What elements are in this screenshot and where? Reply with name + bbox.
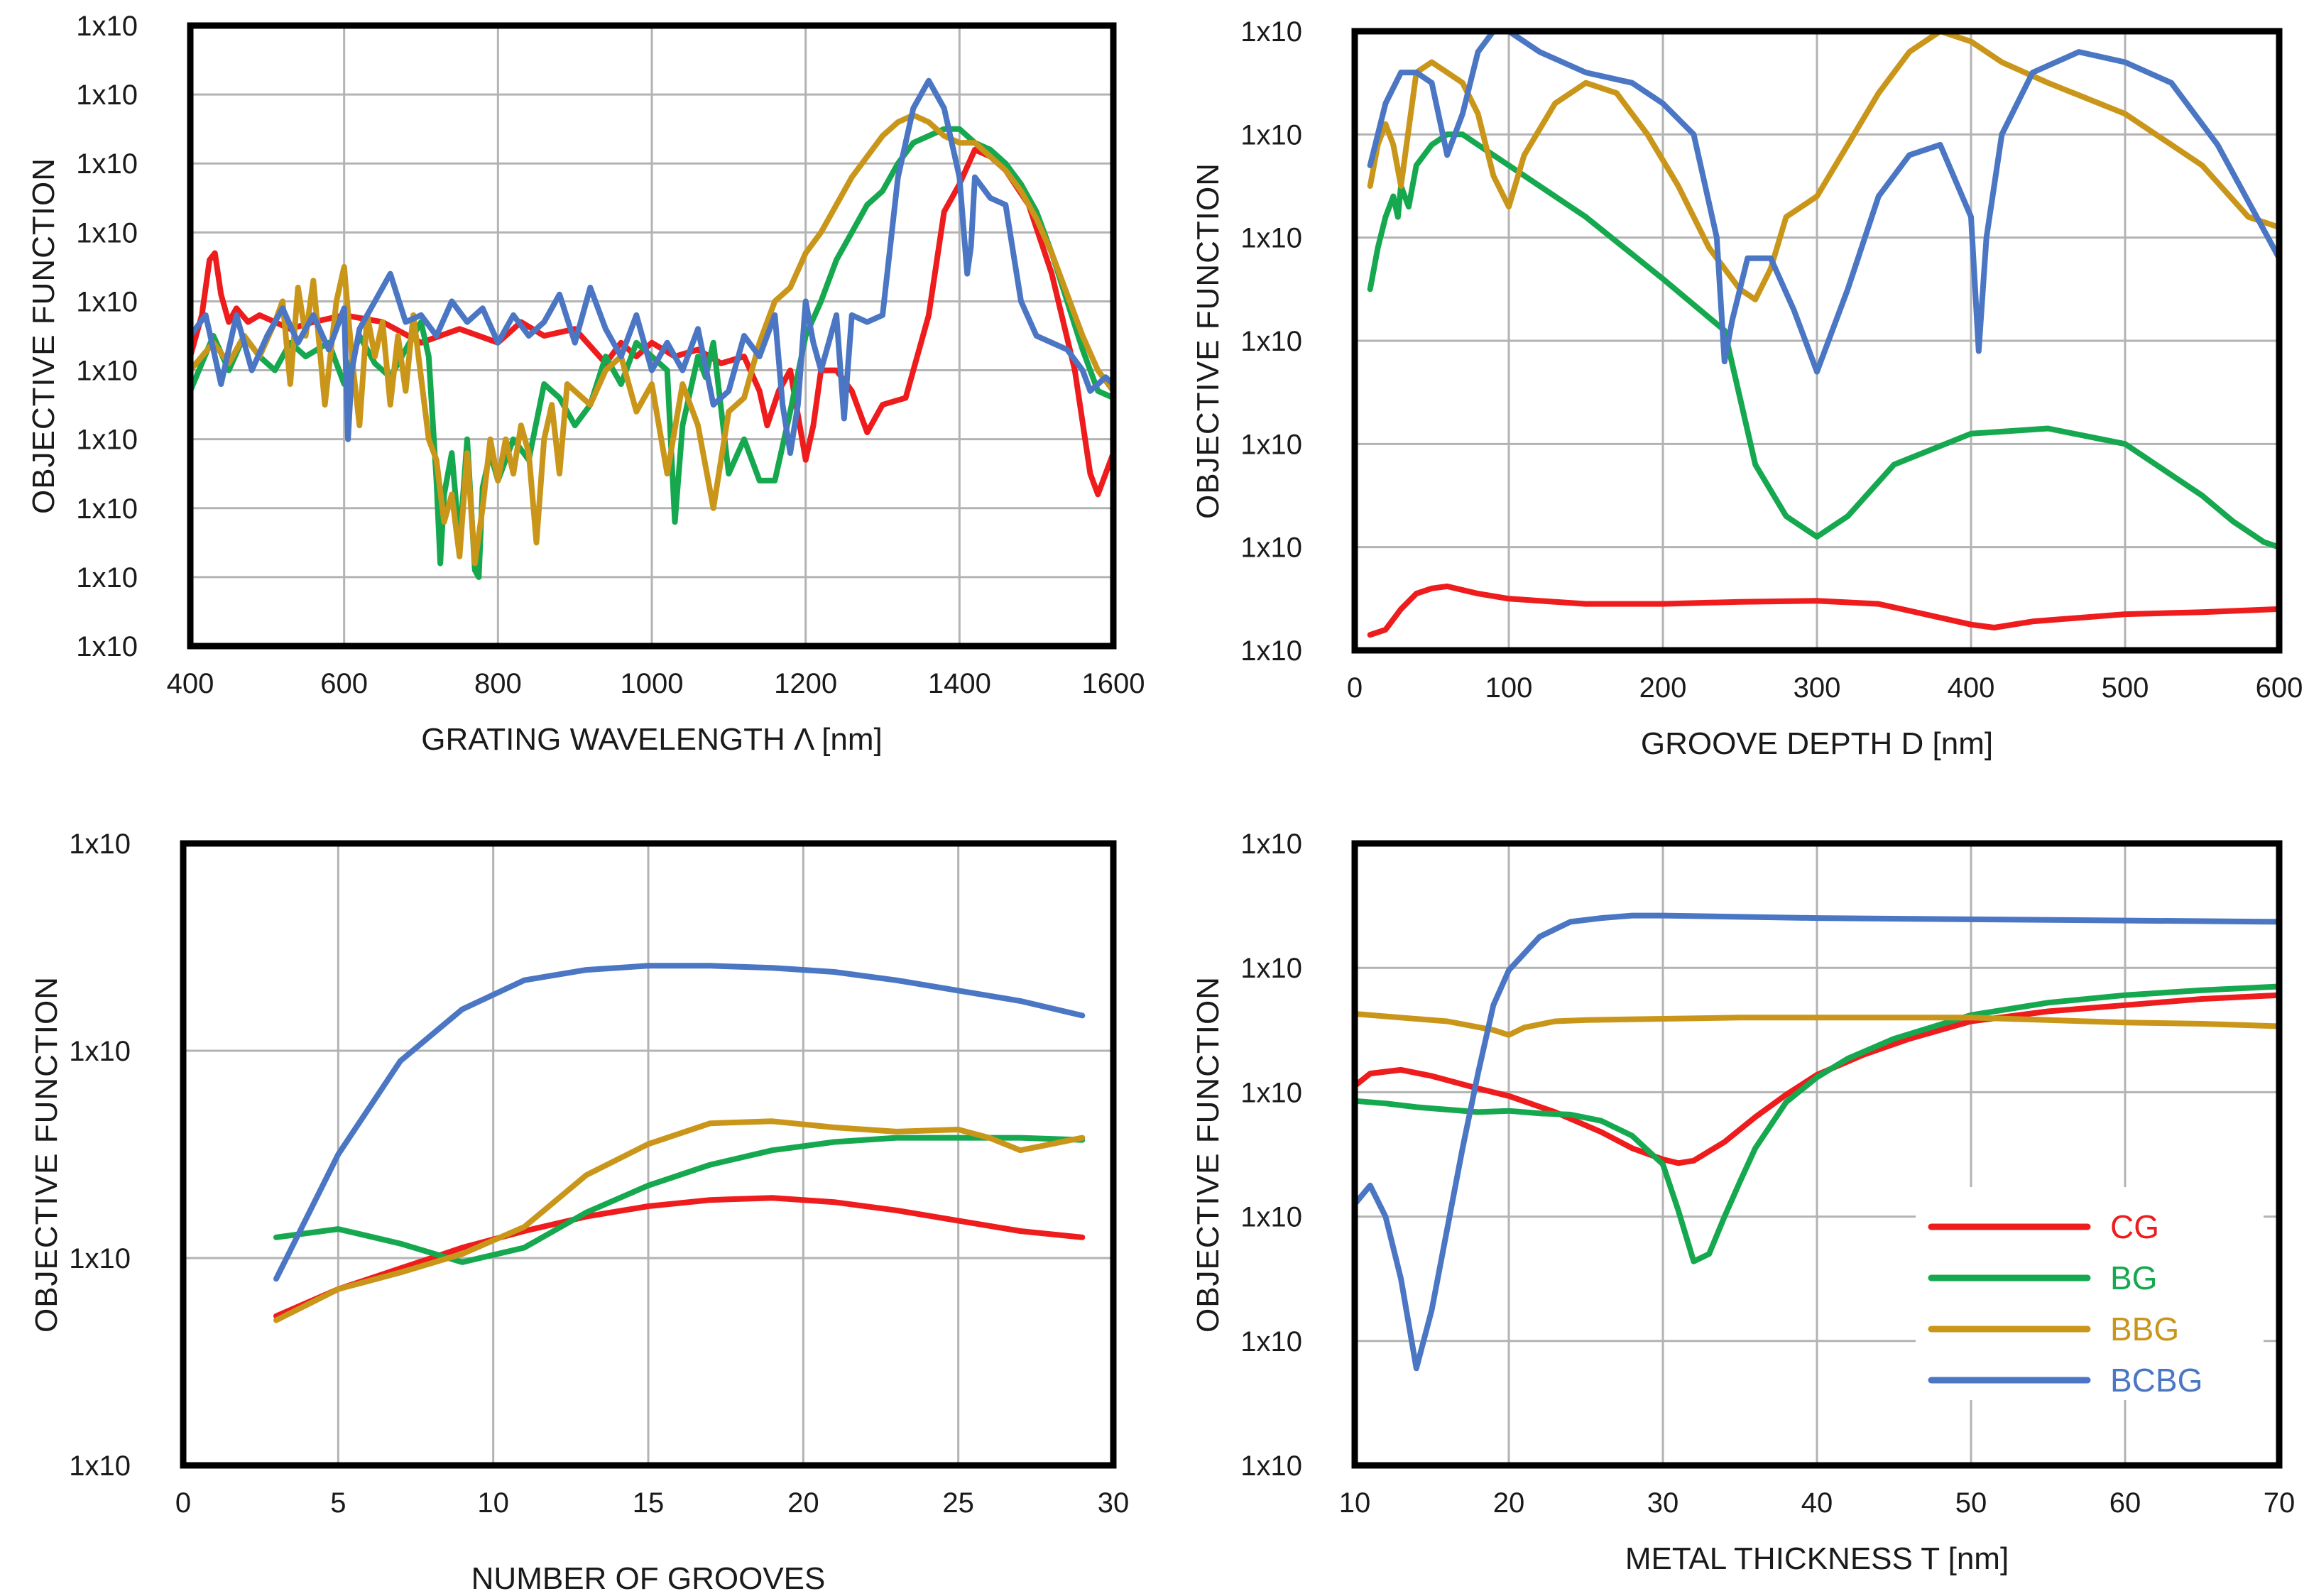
y-tick-label: 1x10 <box>69 829 131 860</box>
plot-frame <box>1351 840 2283 1469</box>
x-tick-label: 5 <box>330 1487 346 1519</box>
x-tick-label: 1000 <box>621 668 684 699</box>
legend-label-bg: BG <box>2110 1259 2157 1296</box>
series-line-bcbg <box>187 77 1116 457</box>
y-tick-label: 1x10 <box>76 562 138 594</box>
x-tick-label: 1600 <box>1082 668 1145 699</box>
x-tick-label: 30 <box>1098 1487 1130 1519</box>
x-axis-label: GROOVE DEPTH D [nm] <box>1641 726 1993 761</box>
y-axis-label: OBJECTIVE FUNCTION <box>1191 976 1226 1333</box>
x-tick-label: 20 <box>787 1487 819 1519</box>
x-tick-label: 1200 <box>774 668 837 699</box>
x-tick-label: 1400 <box>928 668 991 699</box>
y-axis-label: OBJECTIVE FUNCTION <box>29 976 64 1333</box>
y-tick-label: 1x10 <box>1240 953 1302 984</box>
x-tick-label: 10 <box>477 1487 509 1519</box>
x-tick-label: 400 <box>167 668 214 699</box>
x-tick-label: 70 <box>2264 1487 2296 1519</box>
x-tick-label: 50 <box>1955 1487 1987 1519</box>
plot-frame <box>1351 28 2283 654</box>
x-tick-label: 800 <box>474 668 522 699</box>
y-tick-label: 1x10 <box>76 286 138 317</box>
y-tick-label: 1x10 <box>1240 1326 1302 1357</box>
x-tick-label: 400 <box>1948 672 1995 704</box>
plot-frame <box>180 840 1117 1469</box>
y-tick-label: 1x10 <box>1240 223 1302 254</box>
y-tick-label: 1x10 <box>69 1036 131 1067</box>
x-tick-label: 10 <box>1339 1487 1371 1519</box>
chart-panel-p3: 0510152025301x1001x10+11x10+21x10+3NUMBE… <box>29 829 1129 1596</box>
y-tick-label: 1x10 <box>1240 119 1302 151</box>
x-tick-label: 15 <box>633 1487 665 1519</box>
x-axis-label: NUMBER OF GROOVES <box>471 1561 826 1596</box>
x-tick-label: 600 <box>2256 672 2303 704</box>
series-line-bcbg <box>1367 28 2282 375</box>
series-line-bbg <box>1367 28 2282 302</box>
x-axis-label: GRATING WAVELENGTH Λ [nm] <box>421 722 883 757</box>
x-tick-label: 30 <box>1647 1487 1679 1519</box>
y-tick-label: 1x10 <box>1240 532 1302 564</box>
series-line-cg <box>273 1195 1086 1319</box>
y-tick-label: 1x10 <box>1240 829 1302 860</box>
y-tick-label: 1x10 <box>1240 429 1302 460</box>
y-tick-label: 1x10 <box>1240 635 1302 667</box>
series-line-bcbg <box>273 963 1086 1282</box>
x-tick-label: 0 <box>1347 672 1363 704</box>
y-tick-label: 1x10 <box>76 631 138 662</box>
legend-label-bcbg: BCBG <box>2110 1362 2202 1399</box>
chart-panel-p1: 40060080010001200140016001x10−61x10−51x1… <box>26 11 1145 757</box>
series-line-cg <box>1367 583 2282 638</box>
x-tick-label: 60 <box>2109 1487 2141 1519</box>
y-tick-label: 1x10 <box>76 356 138 387</box>
y-axis-label: OBJECTIVE FUNCTION <box>26 158 61 514</box>
y-tick-label: 1x10 <box>1240 16 1302 48</box>
chart-panel-p2: 01002003004005006001x10−31x10−21x10−11x1… <box>1191 16 2303 761</box>
y-tick-label: 1x10 <box>1240 326 1302 357</box>
x-tick-label: 100 <box>1485 672 1533 704</box>
x-tick-label: 40 <box>1801 1487 1833 1519</box>
x-tick-label: 500 <box>2102 672 2149 704</box>
legend-background <box>1916 1187 2264 1400</box>
y-tick-label: 1x10 <box>1240 1202 1302 1233</box>
series-line-bbg <box>1352 1011 2282 1038</box>
series-line-bbg <box>273 1118 1086 1323</box>
y-tick-label: 1x10 <box>76 80 138 111</box>
y-tick-label: 1x10 <box>76 493 138 525</box>
x-tick-label: 0 <box>175 1487 191 1519</box>
x-tick-label: 20 <box>1493 1487 1525 1519</box>
y-tick-label: 1x10 <box>76 11 138 42</box>
x-tick-label: 25 <box>942 1487 974 1519</box>
y-tick-label: 1x10 <box>1240 1450 1302 1482</box>
legend: CG BG BBG BCBG <box>1916 1187 2264 1400</box>
series-line-bcbg <box>1352 912 2282 1372</box>
y-axis-label: OBJECTIVE FUNCTION <box>1191 163 1226 519</box>
y-tick-label: 1x10 <box>69 1243 131 1274</box>
y-tick-label: 1x10 <box>1240 1077 1302 1108</box>
y-tick-label: 1x10 <box>76 425 138 456</box>
series-line-bg <box>273 1135 1086 1265</box>
y-tick-label: 1x10 <box>69 1450 131 1482</box>
y-tick-label: 1x10 <box>76 148 138 180</box>
legend-label-cg: CG <box>2110 1208 2159 1245</box>
x-tick-label: 200 <box>1639 672 1687 704</box>
plot-frame <box>187 22 1117 650</box>
x-tick-label: 300 <box>1794 672 1841 704</box>
y-tick-label: 1x10 <box>76 217 138 248</box>
x-axis-label: METAL THICKNESS T [nm] <box>1625 1541 2009 1576</box>
legend-label-bbg: BBG <box>2110 1311 2179 1348</box>
series-line-bg <box>1367 131 2282 550</box>
x-tick-label: 600 <box>320 668 368 699</box>
